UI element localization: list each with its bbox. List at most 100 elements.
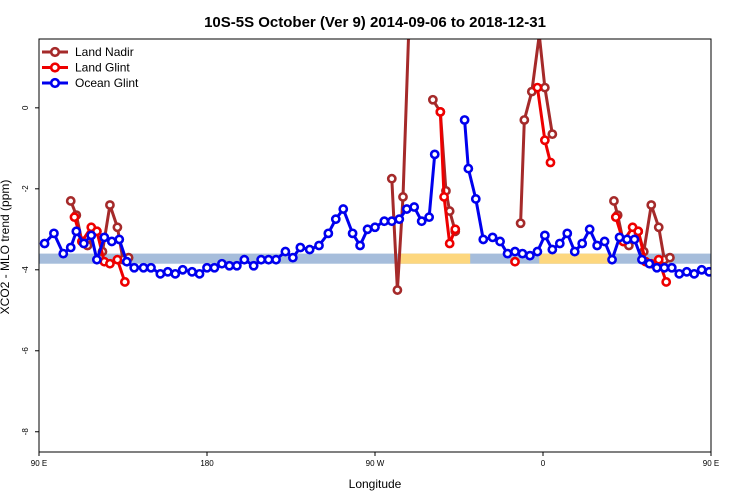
data-point	[478, 234, 489, 245]
y-axis-label: XCO2 - MLO trend (ppm)	[0, 180, 12, 315]
data-point	[138, 262, 149, 273]
data-point	[427, 94, 438, 105]
y-tick-label: -8	[21, 428, 30, 436]
data-point	[106, 236, 117, 247]
series-line	[463, 119, 710, 276]
chart-title: 10S-5S October (Ver 9) 2014-09-06 to 201…	[204, 14, 546, 31]
legend-swatch-marker	[49, 46, 61, 58]
legend-label: Land Glint	[75, 61, 130, 75]
data-point	[665, 252, 675, 263]
data-point	[519, 115, 530, 125]
legend-item: Land Nadir	[42, 45, 134, 59]
legend-swatch-marker	[49, 77, 61, 89]
data-point	[386, 173, 397, 184]
data-point	[231, 260, 242, 271]
data-point	[547, 244, 558, 255]
data-point	[209, 262, 220, 273]
land-band	[539, 253, 613, 264]
data-point	[614, 232, 625, 243]
data-point	[429, 149, 440, 160]
data-point	[607, 254, 617, 265]
data-point	[379, 216, 390, 227]
data-point	[689, 268, 700, 279]
data-point	[659, 262, 670, 273]
data-point	[539, 82, 550, 93]
data-point	[577, 238, 588, 249]
data-point	[394, 214, 405, 225]
data-point	[554, 238, 565, 249]
data-point	[416, 216, 427, 227]
x-tick-label: 90 E	[31, 459, 47, 468]
data-point	[112, 254, 123, 265]
data-point	[439, 192, 449, 202]
data-point	[355, 240, 365, 251]
data-point	[661, 277, 672, 287]
y-tick-label: -6	[21, 347, 30, 355]
data-point	[470, 194, 481, 204]
x-tick-label: 0	[541, 459, 546, 468]
data-point	[599, 236, 610, 247]
data-point	[633, 226, 644, 237]
ocean-band	[39, 253, 711, 264]
data-point	[653, 254, 664, 265]
data-point	[629, 234, 640, 245]
data-point	[304, 244, 315, 255]
data-point	[444, 238, 455, 249]
data-point	[370, 222, 380, 233]
data-point	[386, 216, 397, 227]
data-point	[510, 256, 520, 267]
data-point	[401, 204, 412, 214]
data-point	[536, 39, 543, 40]
y-tick-label: 0	[21, 105, 30, 110]
data-point	[435, 106, 446, 117]
data-point	[119, 277, 130, 287]
x-tick-label: 90 E	[703, 459, 719, 468]
data-point	[696, 264, 707, 275]
data-point	[622, 234, 632, 245]
data-point	[539, 230, 550, 241]
data-point	[256, 254, 267, 265]
series-line	[438, 111, 457, 245]
data-point	[105, 200, 115, 210]
data-point	[651, 262, 662, 273]
series-line	[535, 87, 552, 163]
data-point	[510, 246, 520, 257]
data-point	[392, 285, 403, 295]
data-point	[162, 266, 173, 277]
land-band	[399, 253, 471, 264]
data-point	[338, 204, 349, 214]
series-land-glint	[69, 82, 672, 287]
data-point	[39, 238, 50, 249]
data-point	[323, 228, 334, 239]
plot-frame	[38, 38, 712, 453]
data-point	[187, 266, 197, 277]
data-point	[424, 212, 435, 223]
data-point	[65, 196, 76, 206]
legend-label: Ocean Glint	[75, 76, 139, 90]
axis-layer: 90 E 180 90 W 0 90 E 0 -2 -4 -6 -8	[21, 105, 719, 468]
data-point	[569, 246, 580, 257]
data-point	[99, 232, 110, 243]
data-point	[409, 202, 420, 212]
data-point	[287, 252, 298, 263]
data-point	[194, 268, 205, 279]
data-point	[674, 268, 685, 279]
data-point	[584, 224, 595, 235]
y-tick-label: -4	[21, 266, 30, 274]
data-point	[155, 268, 166, 279]
legend-swatch-marker	[49, 62, 61, 73]
data-point	[517, 248, 528, 259]
data-point	[547, 129, 558, 140]
data-point	[49, 228, 59, 239]
data-point	[114, 234, 125, 245]
data-point	[532, 82, 543, 93]
series-layer	[39, 39, 711, 295]
series-line	[519, 39, 554, 224]
data-point	[609, 196, 619, 206]
surface-band	[39, 253, 711, 264]
data-point	[239, 254, 250, 265]
data-point	[91, 254, 102, 265]
data-point	[170, 268, 181, 279]
data-point	[459, 115, 470, 125]
